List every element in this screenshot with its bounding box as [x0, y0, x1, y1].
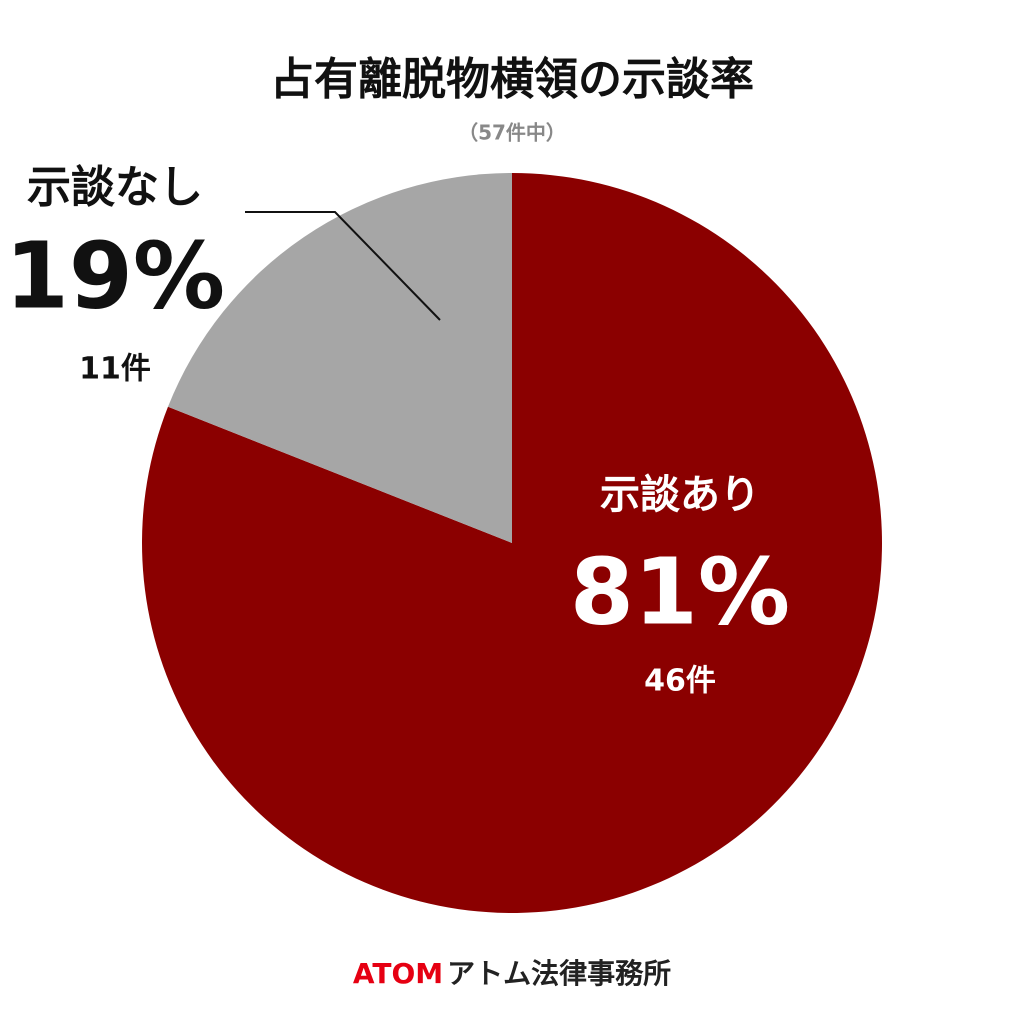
count-label: 46件	[644, 664, 716, 699]
leader-line	[245, 211, 441, 321]
pie-slice	[167, 173, 512, 543]
chart-title: 占有離脱物横領の示談率	[270, 54, 754, 105]
slice-label: 示談なし	[27, 162, 203, 213]
footer-name: アトム法律事務所	[447, 957, 671, 990]
pie	[141, 173, 883, 914]
slice-label: 示談あり	[600, 472, 760, 518]
pie-slice	[141, 173, 883, 914]
value-label: 81%	[570, 538, 790, 645]
value-label: 19%	[5, 222, 225, 329]
footer-brand: ATOM	[353, 957, 443, 990]
chart-subtitle: （57件中）	[458, 121, 566, 145]
footer: ATOM アトム法律事務所	[353, 957, 671, 990]
count-label: 11件	[79, 352, 151, 387]
